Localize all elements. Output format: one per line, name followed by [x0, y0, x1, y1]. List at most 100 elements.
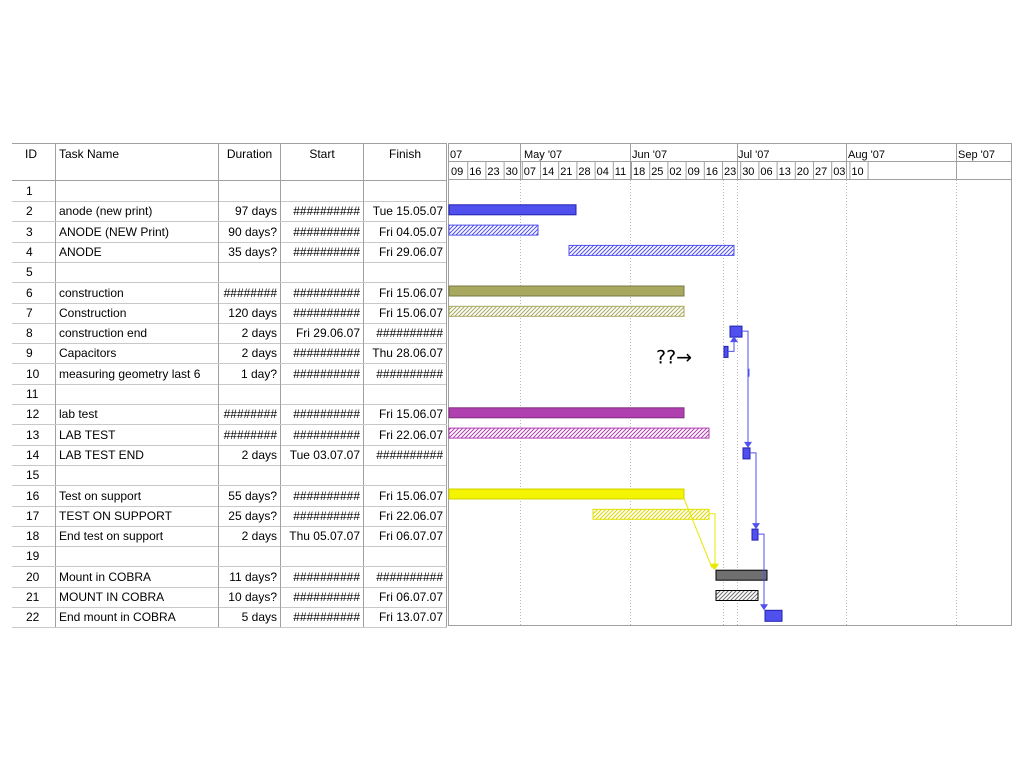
finish-cell[interactable]: Fri 22.06.07 — [364, 424, 447, 445]
start-cell[interactable] — [281, 262, 364, 283]
table-row[interactable]: 11 — [12, 384, 447, 405]
column-header-id[interactable]: ID — [12, 144, 56, 180]
task-id-cell[interactable]: 5 — [12, 262, 56, 283]
task-id-cell[interactable]: 12 — [12, 404, 56, 425]
finish-cell[interactable]: Fri 13.07.07 — [364, 607, 447, 628]
column-header-start[interactable]: Start — [281, 144, 364, 180]
task-name-cell[interactable]: Capacitors — [56, 343, 219, 364]
start-cell[interactable] — [281, 465, 364, 486]
task-name-cell[interactable]: TEST ON SUPPORT — [56, 505, 219, 526]
start-cell[interactable]: ########## — [281, 404, 364, 425]
table-row[interactable]: 3 ANODE (NEW Print) 90 days? ########## Fri … — [12, 221, 447, 243]
table-row[interactable]: 9 Capacitors 2 days ########## Thu 28.06.07 — [12, 343, 447, 365]
task-id-cell[interactable]: 8 — [12, 323, 56, 344]
start-cell[interactable]: ########## — [281, 343, 364, 364]
task-name-cell[interactable] — [56, 465, 219, 486]
duration-cell[interactable]: 35 days? — [219, 241, 281, 262]
finish-cell[interactable]: Fri 15.06.07 — [364, 302, 447, 323]
table-row[interactable]: 5 — [12, 262, 447, 284]
task-id-cell[interactable]: 21 — [12, 587, 56, 607]
duration-cell[interactable]: 2 days — [219, 343, 281, 364]
finish-cell[interactable]: Fri 15.06.07 — [364, 485, 447, 506]
task-id-cell[interactable]: 20 — [12, 566, 56, 587]
task-name-cell[interactable]: measuring geometry last 6 — [56, 363, 219, 384]
task-name-cell[interactable]: End test on support — [56, 526, 219, 547]
start-cell[interactable]: ########## — [281, 566, 364, 587]
task-id-cell[interactable]: 6 — [12, 282, 56, 303]
start-cell[interactable]: ########## — [281, 424, 364, 445]
task-name-cell[interactable]: Mount in COBRA — [56, 566, 219, 587]
task-name-cell[interactable]: LAB TEST END — [56, 444, 219, 465]
duration-cell[interactable]: 2 days — [219, 526, 281, 547]
duration-cell[interactable]: ######## — [219, 282, 281, 303]
duration-cell[interactable]: ######## — [219, 404, 281, 425]
task-id-cell[interactable]: 7 — [12, 302, 56, 323]
task-name-cell[interactable] — [56, 384, 219, 404]
task-id-cell[interactable]: 18 — [12, 526, 56, 547]
finish-cell[interactable]: ########## — [364, 363, 447, 384]
task-id-cell[interactable]: 10 — [12, 363, 56, 384]
task-id-cell[interactable]: 14 — [12, 444, 56, 465]
duration-cell[interactable]: 10 days? — [219, 587, 281, 607]
task-name-cell[interactable]: lab test — [56, 404, 219, 425]
table-row[interactable]: 1 — [12, 181, 447, 202]
task-id-cell[interactable]: 2 — [12, 201, 56, 222]
table-row[interactable]: 8 construction end 2 days Fri 29.06.07 #####… — [12, 323, 447, 345]
task-id-cell[interactable]: 9 — [12, 343, 56, 364]
start-cell[interactable]: ########## — [281, 607, 364, 628]
table-row[interactable]: 4 ANODE 35 days? ########## Fri 29.06.07 — [12, 241, 447, 263]
duration-cell[interactable]: 2 days — [219, 444, 281, 465]
start-cell[interactable]: ########## — [281, 302, 364, 323]
finish-cell[interactable]: ########## — [364, 444, 447, 465]
duration-cell[interactable]: 11 days? — [219, 566, 281, 587]
table-row[interactable]: 19 — [12, 546, 447, 568]
task-id-cell[interactable]: 4 — [12, 241, 56, 262]
task-name-cell[interactable]: LAB TEST — [56, 424, 219, 445]
duration-cell[interactable]: 2 days — [219, 323, 281, 344]
finish-cell[interactable]: Fri 22.06.07 — [364, 505, 447, 526]
task-name-cell[interactable]: MOUNT IN COBRA — [56, 587, 219, 607]
finish-cell[interactable]: Fri 06.07.07 — [364, 526, 447, 547]
duration-cell[interactable]: 97 days — [219, 201, 281, 222]
start-cell[interactable]: ########## — [281, 587, 364, 607]
duration-cell[interactable]: 55 days? — [219, 485, 281, 506]
start-cell[interactable] — [281, 546, 364, 567]
duration-cell[interactable]: 90 days? — [219, 221, 281, 242]
task-name-cell[interactable]: ANODE — [56, 241, 219, 262]
table-row[interactable]: 12 lab test ######## ########## Fri 15.06.07 — [12, 404, 447, 426]
start-cell[interactable]: ########## — [281, 363, 364, 384]
task-name-cell[interactable]: anode (new print) — [56, 201, 219, 222]
start-cell[interactable]: Fri 29.06.07 — [281, 323, 364, 344]
task-name-cell[interactable] — [56, 262, 219, 283]
task-name-cell[interactable] — [56, 181, 219, 201]
duration-cell[interactable] — [219, 384, 281, 404]
start-cell[interactable]: Thu 05.07.07 — [281, 526, 364, 547]
finish-cell[interactable] — [364, 262, 447, 283]
task-id-cell[interactable]: 17 — [12, 505, 56, 526]
task-id-cell[interactable]: 13 — [12, 424, 56, 445]
start-cell[interactable] — [281, 181, 364, 201]
table-row[interactable]: 16 Test on support 55 days? ########## Fri 1… — [12, 485, 447, 507]
duration-cell[interactable]: 120 days — [219, 302, 281, 323]
table-row[interactable]: 7 Construction 120 days ########## Fri 15.06… — [12, 302, 447, 324]
task-name-cell[interactable]: construction end — [56, 323, 219, 344]
duration-cell[interactable]: ######## — [219, 424, 281, 445]
column-header-duration[interactable]: Duration — [219, 144, 281, 180]
start-cell[interactable]: ########## — [281, 282, 364, 303]
finish-cell[interactable]: ########## — [364, 566, 447, 587]
finish-cell[interactable]: ########## — [364, 323, 447, 344]
duration-cell[interactable]: 1 day? — [219, 363, 281, 384]
task-id-cell[interactable]: 15 — [12, 465, 56, 486]
table-row[interactable]: 2 anode (new print) 97 days ########## Tue 1… — [12, 201, 447, 223]
start-cell[interactable] — [281, 384, 364, 404]
task-name-cell[interactable] — [56, 546, 219, 567]
finish-cell[interactable]: Fri 29.06.07 — [364, 241, 447, 262]
finish-cell[interactable]: Fri 06.07.07 — [364, 587, 447, 607]
duration-cell[interactable] — [219, 181, 281, 201]
finish-cell[interactable] — [364, 181, 447, 201]
finish-cell[interactable] — [364, 384, 447, 404]
start-cell[interactable]: ########## — [281, 201, 364, 222]
finish-cell[interactable]: Fri 15.06.07 — [364, 404, 447, 425]
finish-cell[interactable] — [364, 465, 447, 486]
table-row[interactable]: 20 Mount in COBRA 11 days? ########## ######… — [12, 566, 447, 588]
